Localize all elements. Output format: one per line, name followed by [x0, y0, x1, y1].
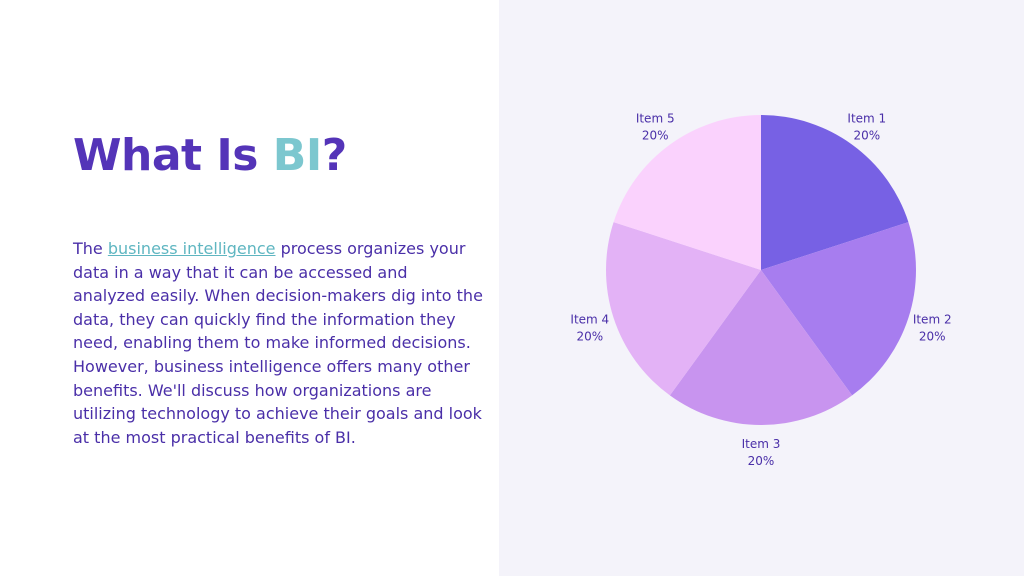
paragraph-lead: The: [73, 239, 108, 258]
pie-label-value: 20%: [919, 330, 946, 344]
pie-label-name: Item 2: [913, 313, 952, 327]
pie-label-name: Item 1: [847, 111, 886, 125]
title-accent: BI: [272, 130, 322, 181]
pie-label-value: 20%: [576, 330, 603, 344]
pie-labels: Item 1 20% Item 2 20% Item 3 20% Item 4 20% Item…: [570, 111, 951, 468]
pie-label-name: Item 4: [570, 313, 609, 327]
pie-slice-1: [761, 115, 909, 270]
pie-label-value: 20%: [853, 128, 880, 142]
page-title: What Is BI?: [73, 128, 347, 184]
pie-label-name: Item 3: [742, 437, 781, 451]
pie-slice-2: [761, 222, 916, 396]
pie-slice-5: [613, 115, 761, 270]
pie-slices: [606, 115, 916, 426]
pie-label-value: 20%: [748, 454, 775, 468]
title-suffix: ?: [321, 130, 348, 181]
intro-paragraph: The business intelligence process organi…: [73, 237, 483, 449]
pie-slice-4: [606, 222, 761, 396]
pie-label-name: Item 5: [636, 111, 675, 125]
business-intelligence-link[interactable]: business intelligence: [107, 239, 276, 258]
pie-slice-3: [669, 270, 853, 426]
title-prefix: What Is: [73, 130, 273, 181]
text-panel: [0, 0, 499, 576]
pie-label-value: 20%: [642, 128, 669, 142]
pie-chart: Item 1 20% Item 2 20% Item 3 20% Item 4 20% Item…: [570, 111, 951, 468]
paragraph-body: process organizes your data in a way tha…: [73, 239, 483, 447]
